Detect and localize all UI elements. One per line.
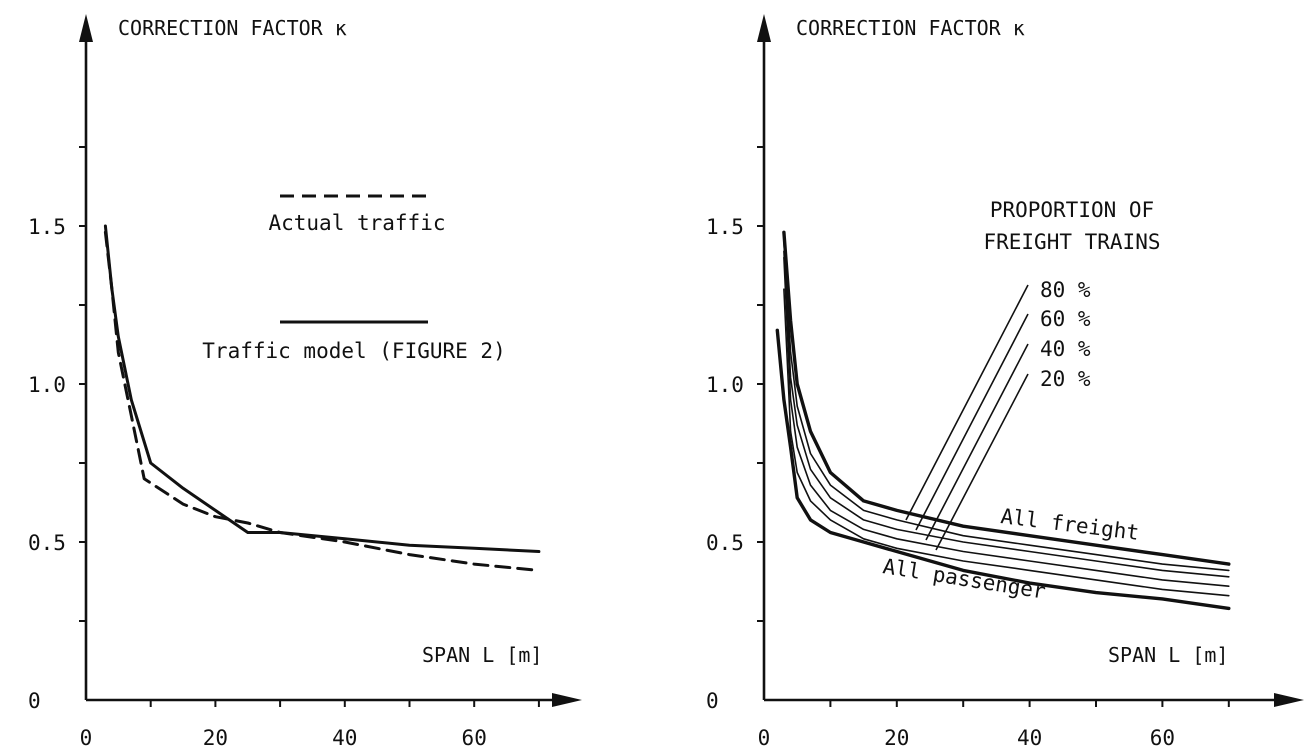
curve-label-percent: 40 %	[1040, 337, 1091, 361]
leader-line	[905, 284, 1029, 521]
y-axis-arrow	[79, 14, 93, 42]
y-tick-label: 0.5	[706, 531, 744, 555]
x-tick-label: 20	[884, 726, 909, 750]
x-tick-label: 0	[758, 726, 771, 750]
y-axis-title: CORRECTION FACTOR κ	[796, 16, 1025, 40]
legend-label-model: Traffic model (FIGURE 2)	[202, 339, 505, 363]
x-tick-label: 60	[462, 726, 487, 750]
x-axis-title: SPAN L [m]	[422, 643, 542, 667]
y-tick-label: 1.0	[28, 373, 66, 397]
series-line-2	[103, 224, 541, 553]
x-tick-label: 60	[1150, 726, 1175, 750]
series-line-3	[783, 250, 1230, 578]
x-axis-title: SPAN L [m]	[1108, 643, 1228, 667]
leader-line	[935, 373, 1029, 551]
legend-title-line-1: PROPORTION OF	[990, 198, 1154, 222]
y-axis-title: CORRECTION FACTOR κ	[118, 16, 347, 40]
curve-label-percent: 60 %	[1040, 307, 1091, 331]
series-line-6	[775, 328, 1231, 611]
x-axis-arrow	[1274, 693, 1304, 707]
series-line-4	[783, 256, 1230, 588]
leader-line	[915, 313, 1029, 531]
x-tick-label: 40	[1017, 726, 1042, 750]
x-tick-label: 0	[80, 726, 93, 750]
chart-panel-2: 0 0.5 1.0 1.5 0 20 40 60 CORRECTION FACTOR κ SPAN…	[706, 14, 1304, 750]
curve-label-percent: 80 %	[1040, 278, 1091, 302]
y-axis-arrow	[757, 14, 771, 42]
x-axis-arrow	[552, 693, 582, 707]
y-tick-label: 1.5	[28, 215, 66, 239]
x-tick-label: 40	[332, 726, 357, 750]
x-tick-label: 20	[203, 726, 228, 750]
series-line-1	[782, 230, 1231, 566]
series-line-2	[783, 241, 1230, 572]
leader-line	[925, 343, 1029, 541]
y-tick-label: 1.5	[706, 215, 744, 239]
curve-label-percent: 20 %	[1040, 367, 1091, 391]
legend-title-line-2: FREIGHT TRAINS	[983, 230, 1160, 254]
legend-label-actual: Actual traffic	[268, 211, 445, 235]
y-tick-label: 0	[28, 689, 41, 713]
y-tick-label: 1.0	[706, 373, 744, 397]
series-line-1	[103, 230, 541, 572]
curve-label-all-freight: All freight	[999, 504, 1140, 545]
y-tick-label: 0	[706, 689, 719, 713]
y-tick-label: 0.5	[28, 531, 66, 555]
chart-panel-1: 0 0.5 1.0 1.5 0 20 40 60 CORRECTION FACTOR κ SPAN…	[28, 14, 582, 750]
series-line-5	[783, 288, 1230, 597]
